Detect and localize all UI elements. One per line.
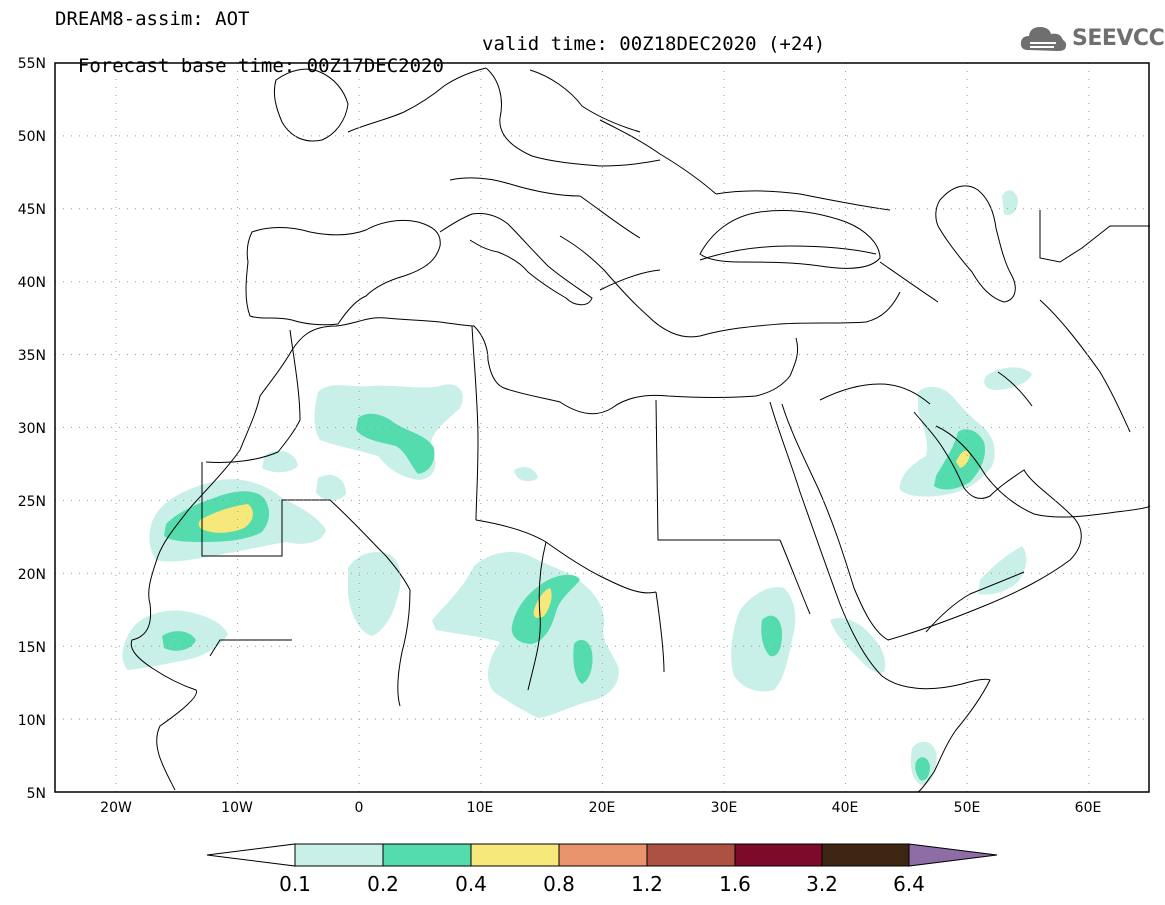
base-time-text: Forecast base time: 00Z17DEC2020 (77, 55, 444, 77)
lat-label-45n: 45N (18, 202, 46, 218)
lon-label-50e: 50E (954, 800, 981, 816)
lat-label-35n: 35N (18, 348, 46, 364)
longitude-labels: 20W 10W 0 10E 20E 30E 40E 50E 60E (100, 800, 1101, 816)
lat-label-40n: 40N (18, 275, 46, 291)
lon-label-0: 0 (355, 800, 364, 816)
colorbar-label-6-4: 6.4 (893, 872, 925, 896)
lat-label-5n: 5N (27, 786, 46, 802)
colorbar-labels: 0.1 0.2 0.4 0.8 1.2 1.6 3.2 6.4 (279, 872, 925, 896)
colorbar-swatch-6 (734, 843, 823, 867)
colorbar-high-arrow (908, 843, 998, 867)
cloud-icon (1020, 27, 1067, 51)
colorbar-label-0-8: 0.8 (543, 872, 575, 896)
colorbar-swatch-1 (294, 843, 384, 867)
colorbar-swatch-4 (558, 843, 648, 867)
lon-label-20w: 20W (100, 800, 132, 816)
colorbar-label-0-4: 0.4 (455, 872, 487, 896)
map-frame (54, 62, 1150, 793)
colorbar-low-arrow (206, 843, 296, 867)
colorbar-swatch-5 (646, 843, 736, 867)
colorbar-label-0-1: 0.1 (279, 872, 311, 896)
aot-contours (122, 190, 1032, 786)
lat-label-10n: 10N (18, 713, 46, 729)
lat-label-55n: 55N (18, 56, 46, 72)
latitude-labels: 5N 10N 15N 20N 25N 30N 35N 40N 45N 50N 5… (18, 56, 46, 802)
colorbar-label-1-2: 1.2 (631, 872, 663, 896)
colorbar-swatch-2 (382, 843, 472, 867)
colorbar-swatch-3 (470, 843, 560, 867)
valid-time-text: valid time: 00Z18DEC2020 (+24) (482, 33, 826, 55)
colorbar-label-1-6: 1.6 (719, 872, 751, 896)
lon-label-10e: 10E (467, 800, 494, 816)
colorbar (206, 843, 998, 867)
lat-label-25n: 25N (18, 494, 46, 510)
lon-label-30e: 30E (711, 800, 738, 816)
forecast-base-time: Forecast base time: 00Z17DEC2020 valid t… (55, 33, 825, 99)
lon-label-10w: 10W (221, 800, 253, 816)
colorbar-label-3-2: 3.2 (806, 872, 838, 896)
colorbar-swatch-7 (821, 843, 910, 867)
coastlines-borders (130, 67, 1151, 793)
lon-label-40e: 40E (832, 800, 859, 816)
lat-label-15n: 15N (18, 640, 46, 656)
lat-label-20n: 20N (18, 567, 46, 583)
lon-label-60e: 60E (1075, 800, 1102, 816)
lat-label-50n: 50N (18, 129, 46, 145)
seevccc-logo: SEEVCCC (1018, 22, 1165, 58)
logo-text: SEEVCCC (1072, 26, 1165, 51)
map-title: DREAM8-assim: AOT (55, 8, 250, 30)
lon-label-20e: 20E (589, 800, 616, 816)
colorbar-label-0-2: 0.2 (367, 872, 399, 896)
lat-label-30n: 30N (18, 421, 46, 437)
